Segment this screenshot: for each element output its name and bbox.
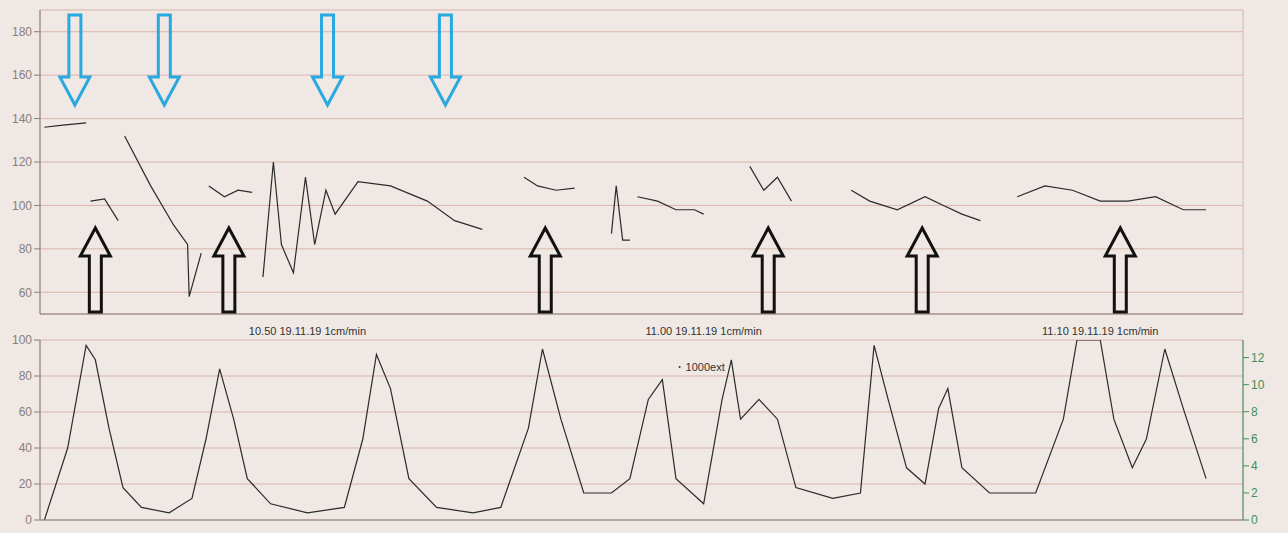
svg-text:60: 60 xyxy=(19,286,33,300)
svg-text:80: 80 xyxy=(19,369,33,383)
svg-text:140: 140 xyxy=(12,112,32,126)
svg-text:10.50 19.11.19 1cm/min: 10.50 19.11.19 1cm/min xyxy=(249,325,366,337)
svg-text:11.00 19.11.19 1cm/min: 11.00 19.11.19 1cm/min xyxy=(645,325,761,337)
svg-text:80: 80 xyxy=(19,242,33,256)
svg-text:10: 10 xyxy=(1251,378,1265,392)
svg-text:1000ext: 1000ext xyxy=(686,361,725,373)
svg-text:2: 2 xyxy=(1251,486,1258,500)
svg-text:40: 40 xyxy=(19,441,33,455)
svg-text:0: 0 xyxy=(1251,513,1258,527)
svg-text:0: 0 xyxy=(25,513,32,527)
svg-text:4: 4 xyxy=(1251,459,1258,473)
svg-text:60: 60 xyxy=(19,405,33,419)
svg-text:100: 100 xyxy=(12,199,32,213)
svg-text:11.10 19.11.19 1cm/min: 11.10 19.11.19 1cm/min xyxy=(1042,325,1158,337)
svg-text:6: 6 xyxy=(1251,432,1258,446)
svg-text:120: 120 xyxy=(12,155,32,169)
svg-text:8: 8 xyxy=(1251,405,1258,419)
svg-text:180: 180 xyxy=(12,25,32,39)
svg-text:160: 160 xyxy=(12,68,32,82)
svg-text:100: 100 xyxy=(12,333,32,347)
svg-text:20: 20 xyxy=(19,477,33,491)
svg-text:12: 12 xyxy=(1251,351,1265,365)
